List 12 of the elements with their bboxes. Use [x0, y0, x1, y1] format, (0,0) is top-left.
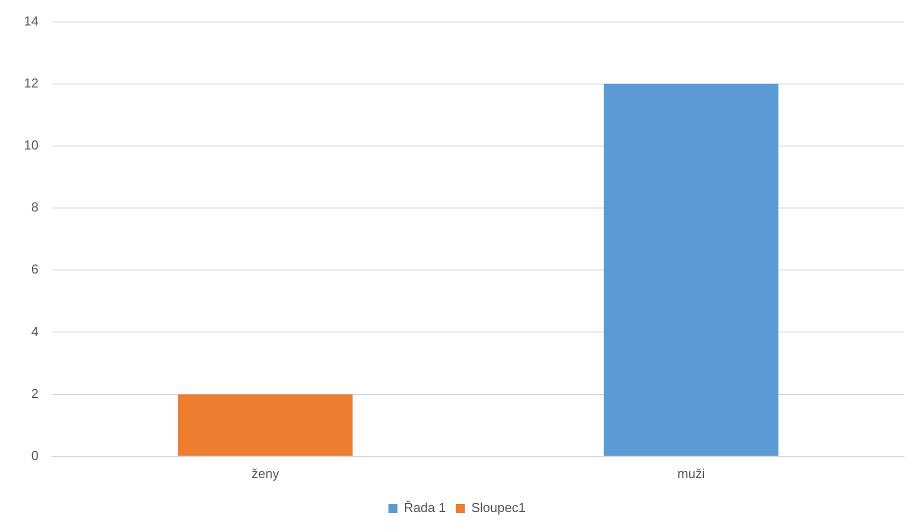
y-tick-label: 10 [24, 138, 38, 153]
y-tick-label: 4 [31, 324, 38, 339]
y-tick-label: 8 [31, 200, 38, 215]
legend-label: Sloupec1 [471, 500, 526, 516]
y-tick-label: 0 [31, 448, 38, 463]
y-tick-label: 6 [31, 262, 38, 277]
y-tick-label: 12 [24, 75, 38, 90]
x-tick-label: muži [677, 466, 705, 481]
y-tick-label: 2 [31, 386, 38, 401]
legend-label: Řada 1 [404, 500, 446, 516]
y-tick-label: 14 [24, 13, 38, 28]
x-tick-label: ženy [252, 466, 280, 481]
